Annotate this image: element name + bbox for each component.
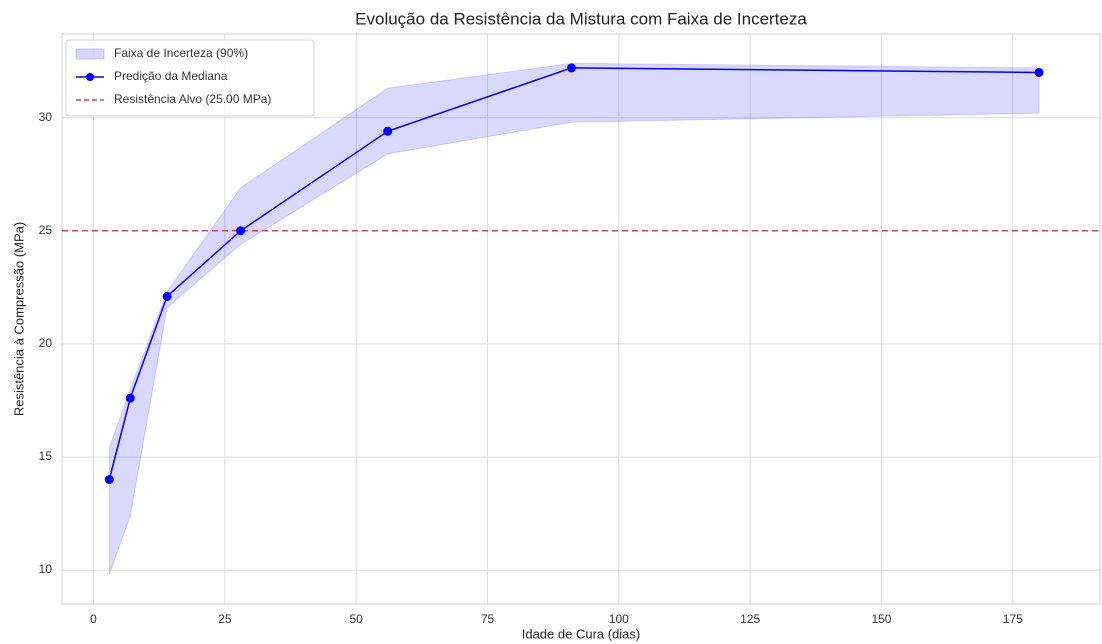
plot-frame: [61, 33, 1101, 605]
legend-label: Resistência Alvo (25.00 MPa): [114, 92, 271, 106]
y-tick-label: 20: [39, 336, 53, 350]
y-tick-label: 30: [39, 110, 53, 124]
x-tick-label: 150: [871, 612, 891, 626]
median-point: [383, 126, 393, 136]
legend-label: Faixa de Incerteza (90%): [114, 46, 248, 60]
x-axis-label: Idade de Cura (dias): [522, 626, 641, 641]
x-tick-label: 100: [609, 612, 629, 626]
chart-title: Evolução da Resistência da Mistura com F…: [355, 9, 807, 28]
legend-swatch: [86, 73, 94, 81]
legend-swatch: [75, 48, 105, 60]
median-point: [567, 63, 577, 73]
legend-box: [65, 39, 315, 117]
legend-label: Predição da Mediana: [114, 69, 228, 83]
x-tick-label: 25: [218, 612, 232, 626]
y-tick-label: 15: [39, 449, 53, 463]
x-tick-label: 0: [90, 612, 97, 626]
y-tick-label: 10: [39, 562, 53, 576]
median-point: [162, 291, 172, 301]
median-point: [125, 393, 135, 403]
uncertainty-band: [108, 62, 1040, 575]
x-tick-label: 125: [740, 612, 760, 626]
median-point: [236, 226, 246, 236]
median-point: [1034, 67, 1044, 77]
x-tick-label: 175: [1003, 612, 1023, 626]
y-tick-label: 25: [39, 223, 53, 237]
x-tick-label: 50: [349, 612, 363, 626]
x-tick-label: 75: [481, 612, 495, 626]
median-point: [104, 475, 114, 485]
median-line: [108, 67, 1040, 480]
y-axis-label: Resistência à Compressão (MPa): [11, 222, 26, 416]
